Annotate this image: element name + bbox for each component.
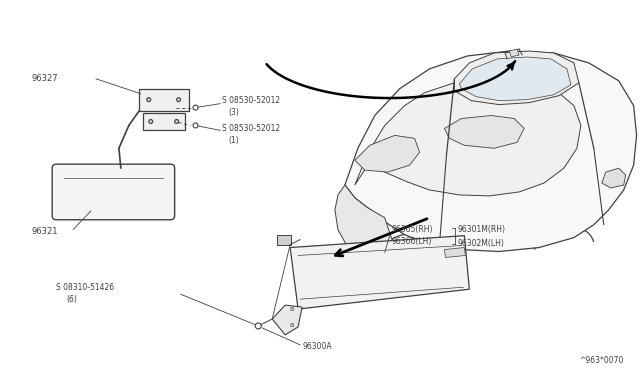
Polygon shape bbox=[335, 185, 395, 259]
Text: 96327: 96327 bbox=[31, 74, 58, 83]
Circle shape bbox=[193, 123, 198, 128]
Text: 96365(RH): 96365(RH) bbox=[392, 225, 433, 234]
Circle shape bbox=[147, 98, 151, 102]
Text: (3): (3) bbox=[228, 108, 239, 117]
Polygon shape bbox=[460, 57, 571, 101]
Polygon shape bbox=[139, 89, 189, 110]
Polygon shape bbox=[454, 51, 579, 105]
Circle shape bbox=[193, 105, 198, 110]
Circle shape bbox=[255, 323, 261, 329]
Polygon shape bbox=[345, 51, 637, 251]
Polygon shape bbox=[509, 49, 519, 57]
Polygon shape bbox=[290, 235, 469, 309]
Text: S 08530-52012: S 08530-52012 bbox=[223, 124, 280, 133]
Text: 96321: 96321 bbox=[31, 227, 58, 236]
Circle shape bbox=[177, 98, 180, 102]
Polygon shape bbox=[602, 168, 626, 188]
Circle shape bbox=[148, 119, 153, 124]
Text: a: a bbox=[290, 306, 294, 312]
Text: 96302M(LH): 96302M(LH) bbox=[458, 239, 504, 248]
Text: S 08310-51426: S 08310-51426 bbox=[56, 283, 115, 292]
Polygon shape bbox=[355, 79, 581, 196]
Text: a: a bbox=[290, 322, 294, 328]
Polygon shape bbox=[272, 305, 302, 335]
Polygon shape bbox=[355, 135, 420, 172]
Polygon shape bbox=[444, 247, 465, 257]
Text: 96301M(RH): 96301M(RH) bbox=[458, 225, 506, 234]
Polygon shape bbox=[444, 116, 524, 148]
Text: 96366(LH): 96366(LH) bbox=[392, 237, 432, 246]
Text: 96300A: 96300A bbox=[302, 342, 332, 351]
Text: S 08530-52012: S 08530-52012 bbox=[223, 96, 280, 105]
Circle shape bbox=[175, 119, 179, 124]
FancyBboxPatch shape bbox=[52, 164, 175, 220]
FancyBboxPatch shape bbox=[276, 235, 291, 245]
Text: (6): (6) bbox=[66, 295, 77, 304]
Text: ^963*0070: ^963*0070 bbox=[579, 356, 623, 365]
Text: (1): (1) bbox=[228, 136, 239, 145]
Polygon shape bbox=[143, 113, 184, 131]
